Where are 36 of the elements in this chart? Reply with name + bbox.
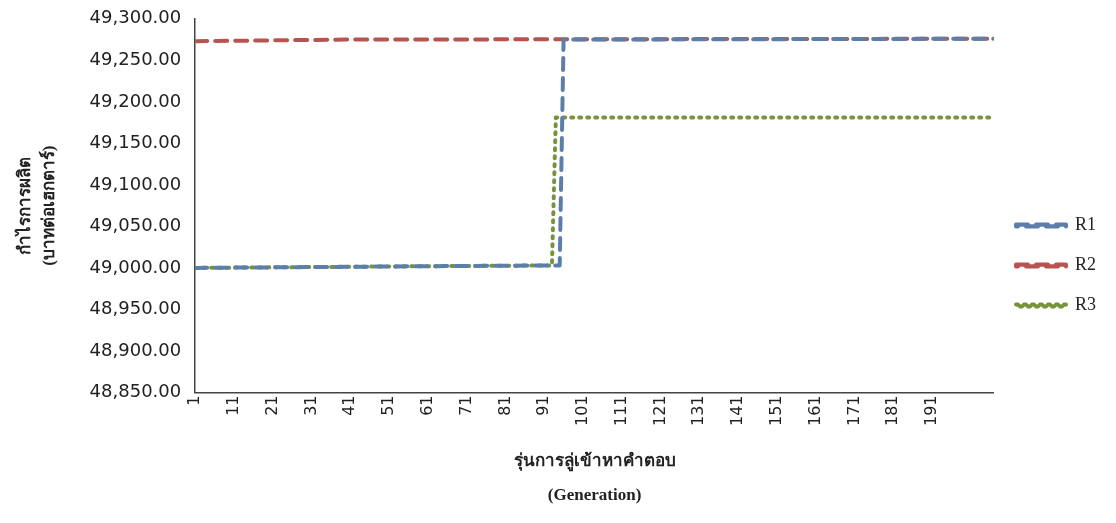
y-tick-label: 49,000.00 <box>89 255 182 277</box>
x-tick-label: 181 <box>882 395 902 427</box>
x-tick-label: 21 <box>261 395 281 416</box>
y-tick-label: 49,250.00 <box>89 47 182 69</box>
y-axis-title: กำไรการผลิต (บาทต่อเฮกตาร์) <box>14 145 59 266</box>
x-tick-label: 161 <box>804 395 824 427</box>
y-tick-label: 49,300.00 <box>89 6 182 28</box>
x-tick-label: 151 <box>766 395 785 427</box>
line-series <box>195 36 994 270</box>
legend-label: R1 <box>1074 214 1097 235</box>
x-tick-label: 171 <box>843 395 863 427</box>
x-tick-label: 111 <box>610 395 630 427</box>
y-tick-label: 48,950.00 <box>89 297 182 319</box>
y-tick-label: 49,200.00 <box>89 89 182 111</box>
x-tick-label: 121 <box>649 395 669 427</box>
x-tick-label: 41 <box>339 395 359 416</box>
x-tick-label: 51 <box>378 395 398 416</box>
x-tick-label: 11 <box>223 395 243 416</box>
legend-label: R3 <box>1074 294 1097 315</box>
x-axis-title: รุ่นการลู่เข้าหาคำตอบ (Generation) <box>513 451 676 505</box>
y-tick-label: 49,050.00 <box>89 214 182 236</box>
y-tick-label: 49,100.00 <box>89 172 182 194</box>
x-tick-label: 191 <box>921 395 941 427</box>
x-tick-label: 101 <box>572 395 592 427</box>
x-tick-label: 81 <box>494 395 514 416</box>
y-tick-label: 48,900.00 <box>89 338 182 360</box>
x-tick-label: 141 <box>727 395 747 427</box>
x-tick-label: 131 <box>688 395 708 427</box>
legend-label: R2 <box>1074 254 1097 275</box>
x-tick-label: 91 <box>533 395 553 416</box>
y-tick-label: 49,150.00 <box>89 131 182 153</box>
x-tick-label: 1 <box>184 395 204 406</box>
y-tick-label: 48,850.00 <box>89 380 182 402</box>
x-tick-label: 61 <box>417 395 437 416</box>
x-tick-label: 71 <box>455 395 475 416</box>
x-tick-label: 31 <box>300 395 320 416</box>
